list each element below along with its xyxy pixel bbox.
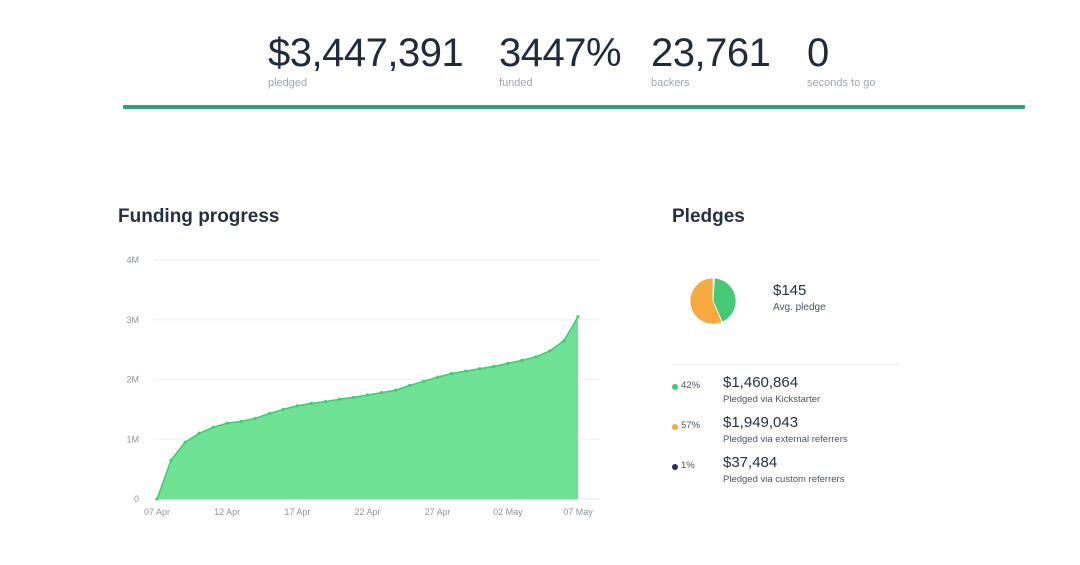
x-tick-label: 07 Apr (144, 507, 170, 517)
data-point (169, 458, 173, 462)
progress-divider (123, 105, 1025, 109)
pledge-percent: 57% (681, 420, 701, 431)
data-point (281, 407, 285, 411)
legend-dot-icon (672, 464, 678, 470)
data-point (393, 388, 398, 392)
y-tick-label: 4M (126, 255, 139, 265)
pledge-label: Pledged via custom referrers (723, 474, 845, 485)
data-point (225, 421, 229, 425)
data-point (239, 419, 243, 423)
stat-label: backers (651, 77, 690, 89)
data-point (492, 364, 496, 368)
x-tick-label: 27 Apr (425, 507, 451, 517)
funding-progress-title: Funding progress (118, 206, 280, 227)
y-tick-label: 1M (126, 434, 139, 444)
legend-dot-icon (672, 424, 678, 430)
data-point (408, 383, 412, 388)
data-point (450, 371, 454, 376)
pledge-amount: $1,460,864 (723, 374, 799, 391)
y-tick-label: 2M (126, 375, 139, 385)
data-point (337, 397, 342, 401)
pledge-label: Pledged via Kickstarter (723, 394, 821, 405)
pledge-percent: 1% (681, 460, 695, 471)
avg-pledge-value: $145 (773, 282, 807, 299)
data-point (155, 497, 159, 501)
pledges-title: Pledges (672, 206, 745, 227)
data-point (436, 375, 440, 379)
data-point (379, 391, 384, 395)
pledge-percent: 42% (681, 380, 701, 391)
data-point (534, 355, 538, 359)
stat-value: $3,447,391 (268, 31, 464, 75)
stat-value: 0 (807, 31, 829, 75)
data-point (197, 431, 201, 435)
pledges-pie-chart (689, 277, 737, 330)
pledges-divider (672, 364, 900, 365)
pledge-label: Pledged via external referrers (723, 434, 848, 445)
data-point (562, 339, 566, 343)
pie-slice (712, 277, 737, 323)
x-tick-label: 12 Apr (214, 507, 240, 517)
pie-slice (689, 277, 723, 325)
stat-value: 3447% (499, 31, 622, 75)
data-point (295, 404, 299, 408)
data-point (211, 425, 215, 429)
y-tick-label: 0 (134, 494, 139, 504)
stat-time-left: 0 seconds to go (807, 30, 876, 89)
stat-backers: 23,761 backers (651, 30, 771, 89)
data-point (506, 361, 510, 365)
legend-dot-icon (672, 384, 678, 390)
data-point (351, 395, 356, 400)
data-point (548, 349, 552, 353)
stat-label: pledged (268, 77, 308, 89)
x-tick-label: 07 May (563, 507, 593, 517)
x-tick-label: 17 Apr (284, 507, 310, 517)
data-point (576, 315, 580, 319)
data-point (323, 400, 327, 404)
stat-funded: 3447% funded (499, 30, 622, 89)
data-point (422, 379, 426, 383)
data-point (267, 411, 271, 416)
data-point (309, 401, 313, 405)
data-point (183, 440, 187, 444)
y-tick-label: 3M (126, 315, 139, 325)
avg-pledge: $145 Avg. pledge (773, 282, 826, 313)
stat-label: funded (499, 77, 533, 89)
area-fill (157, 316, 578, 499)
data-point (365, 393, 370, 397)
stat-value: 23,761 (651, 31, 771, 75)
x-tick-label: 02 May (493, 507, 523, 517)
data-point (520, 358, 524, 362)
data-point (464, 369, 468, 373)
avg-pledge-label: Avg. pledge (773, 302, 826, 313)
data-point (253, 416, 257, 420)
funding-progress-chart: 0 1M 2M 3M 4M 07 Apr 12 Apr 17 Apr 22 Apr 27 Apr 0… (126, 255, 600, 517)
stat-label: seconds to go (807, 77, 876, 89)
pledge-amount: $37,484 (723, 454, 778, 471)
stat-pledged: $3,447,391 pledged (268, 30, 464, 89)
x-tick-label: 22 Apr (354, 507, 380, 517)
data-point (478, 367, 482, 371)
pledge-amount: $1,949,043 (723, 414, 799, 431)
